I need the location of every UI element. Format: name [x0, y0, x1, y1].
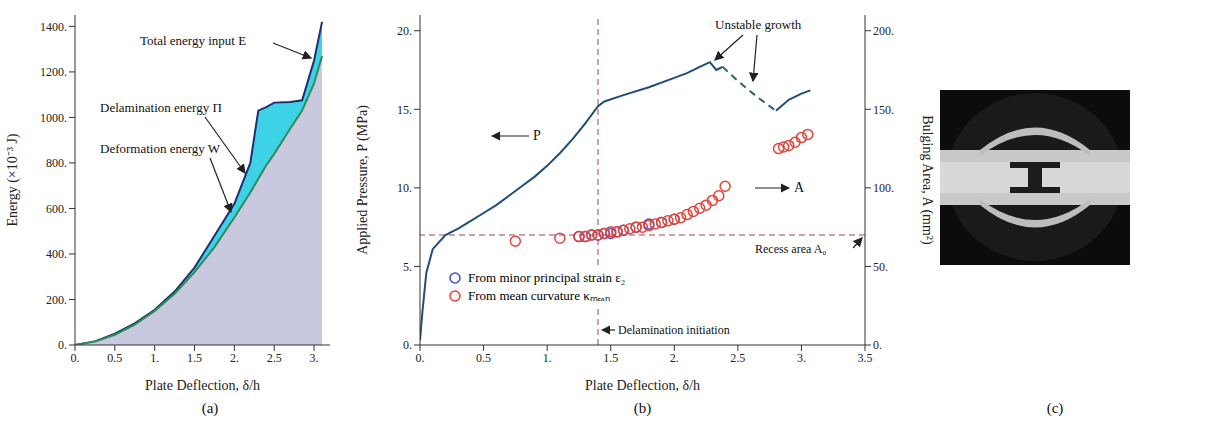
svg-text:100.: 100.	[873, 181, 894, 195]
html-text:Total energy input E: Total energy input E	[140, 33, 247, 48]
svg-text:Plate Deflection, δ/h: Plate Deflection, δ/h	[145, 378, 260, 393]
svg-text:50.: 50.	[873, 260, 888, 274]
svg-text:3.: 3.	[797, 351, 806, 365]
svg-text:1000.: 1000.	[40, 111, 67, 125]
svg-text:1400.: 1400.	[40, 20, 67, 34]
svg-text:0.: 0.	[403, 338, 412, 352]
html-text:Unstable growth: Unstable growth	[715, 17, 802, 32]
svg-text:2.: 2.	[670, 351, 679, 365]
html-text:(a): (a)	[201, 400, 219, 416]
html-text:Deformation energy W: Deformation energy W	[100, 141, 221, 156]
html-text:Delamination initiation: Delamination initiation	[618, 323, 730, 337]
svg-text:Plate Deflection, δ/h: Plate Deflection, δ/h	[585, 378, 700, 393]
svg-text:0.: 0.	[416, 351, 425, 365]
svg-text:0.5: 0.5	[476, 351, 491, 365]
svg-text:Bulging Area, A (mm²): Bulging Area, A (mm²)	[919, 115, 935, 245]
svg-text:2.5: 2.5	[267, 351, 282, 365]
html-text:From minor principal strain ε₂: From minor principal strain ε₂	[468, 270, 626, 285]
svg-text:600.: 600.	[46, 202, 67, 216]
html-text:A: A	[794, 180, 805, 195]
svg-text:0.: 0.	[71, 351, 80, 365]
svg-text:15.: 15.	[397, 103, 412, 117]
svg-text:1.5: 1.5	[187, 351, 202, 365]
html-text:Delamination energy Π: Delamination energy Π	[100, 100, 222, 115]
svg-text:800.: 800.	[46, 156, 67, 170]
svg-text:1.: 1.	[543, 351, 552, 365]
html-text:(b): (b)	[633, 400, 652, 416]
svg-text:1.: 1.	[150, 351, 159, 365]
svg-text:3.5: 3.5	[858, 351, 873, 365]
svg-text:0.5: 0.5	[107, 351, 122, 365]
html-text:P: P	[533, 128, 541, 143]
svg-text:5.: 5.	[403, 260, 412, 274]
svg-text:1.5: 1.5	[603, 351, 618, 365]
svg-text:10.: 10.	[397, 181, 412, 195]
svg-text:2.5: 2.5	[730, 351, 745, 365]
svg-text:150.: 150.	[873, 103, 894, 117]
svg-text:Energy (×10⁻³ J): Energy (×10⁻³ J)	[5, 133, 21, 226]
html-text:From mean curvature κₘₑₐₙ: From mean curvature κₘₑₐₙ	[468, 288, 610, 303]
svg-text:Applied Pressure, P (MPa): Applied Pressure, P (MPa)	[355, 105, 371, 255]
svg-text:400.: 400.	[46, 247, 67, 261]
html-text:(c): (c)	[1046, 400, 1064, 416]
svg-text:1200.: 1200.	[40, 65, 67, 79]
svg-text:3.: 3.	[310, 351, 319, 365]
svg-text:2.: 2.	[230, 351, 239, 365]
svg-text:0.: 0.	[873, 338, 882, 352]
svg-text:0.: 0.	[58, 338, 67, 352]
html-text:Recess area A₀: Recess area A₀	[755, 242, 827, 256]
svg-text:200.: 200.	[873, 24, 894, 38]
svg-text:20.: 20.	[397, 24, 412, 38]
svg-text:200.: 200.	[46, 293, 67, 307]
